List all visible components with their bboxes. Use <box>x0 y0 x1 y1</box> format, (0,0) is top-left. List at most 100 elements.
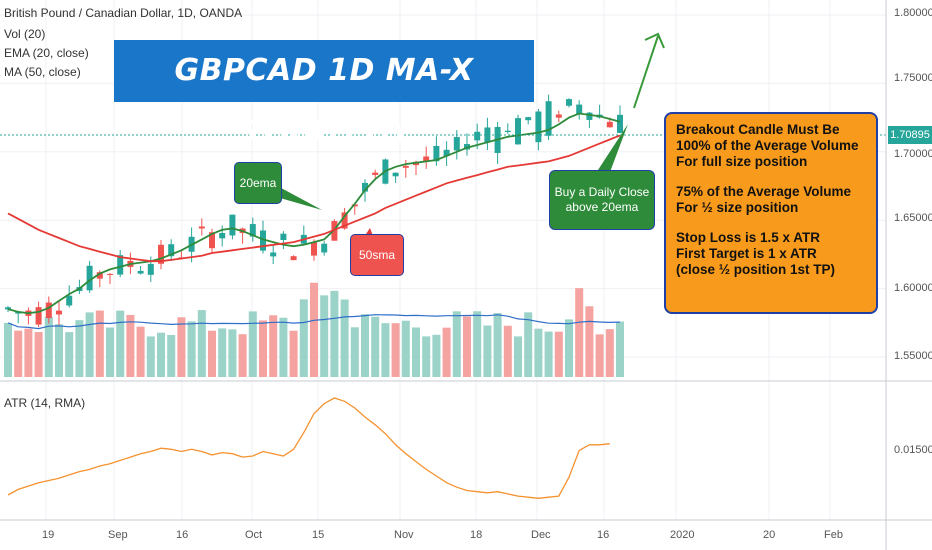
volume-bar <box>218 328 227 377</box>
up-arrow-annotation <box>633 32 665 109</box>
rule-line-8: (close ½ position 1st TP) <box>676 262 836 277</box>
time-tick: Oct <box>245 529 263 541</box>
volume-bar <box>534 328 543 377</box>
ema-callout-label: 20ema <box>239 176 277 190</box>
candle-body <box>158 244 164 264</box>
volume-bar <box>157 332 165 377</box>
volume-bar <box>116 310 125 377</box>
volume-bar <box>585 306 594 377</box>
candle-body <box>443 149 450 156</box>
candle-body <box>484 127 491 143</box>
atr-line <box>7 397 610 499</box>
volume-bar <box>95 310 104 377</box>
price-tick: 1.65000 <box>894 212 932 224</box>
volume-bar <box>524 312 533 377</box>
time-tick: 16 <box>176 529 189 541</box>
candle-body <box>423 156 430 162</box>
volume-bar <box>616 321 624 377</box>
volume-bar <box>371 316 380 377</box>
candle-body <box>5 307 11 310</box>
candle-body <box>555 114 562 118</box>
candle-body <box>362 182 368 192</box>
time-tick: 16 <box>597 529 610 541</box>
candle-body <box>209 232 215 249</box>
current-price-tag: 1.70895 <box>888 126 932 144</box>
candle-body <box>402 165 409 168</box>
price-tick: 1.60000 <box>894 282 932 294</box>
candle-body <box>35 307 42 325</box>
volume-bars <box>4 282 624 377</box>
rule-line-7: First Target is 1 x ATR <box>676 246 817 261</box>
volume-bar <box>452 311 461 377</box>
volume-bar <box>24 328 33 377</box>
volume-bar <box>177 317 186 377</box>
volume-bar <box>350 327 359 377</box>
volume-legend: Vol (20) <box>4 27 46 41</box>
time-tick: Dec <box>531 529 551 541</box>
volume-bar <box>493 313 502 377</box>
volume-bar <box>269 315 278 377</box>
candle-body <box>372 172 379 175</box>
volume-bar <box>85 312 94 377</box>
candle-body <box>576 104 583 114</box>
candle-body <box>351 204 358 207</box>
strategy-rules-box: Breakout Candle Must Be 100% of the Aver… <box>664 112 878 314</box>
volume-bar <box>106 327 114 377</box>
ema-callout: 20ema <box>234 162 282 204</box>
volume-bar <box>565 319 573 377</box>
candle-body <box>66 295 73 306</box>
candle-body <box>311 242 317 256</box>
time-tick: Nov <box>394 529 414 541</box>
ma-50-line <box>7 134 621 263</box>
volume-bar <box>238 334 247 377</box>
candle-body <box>219 232 226 239</box>
candle-body <box>86 265 93 291</box>
volume-bar <box>473 311 482 377</box>
candle-body <box>566 99 572 106</box>
buy-callout: Buy a Daily Close above 20ema <box>549 170 655 230</box>
candle-body <box>617 114 623 133</box>
volume-bar <box>463 316 471 377</box>
candle-body <box>229 214 236 236</box>
volume-bar <box>259 320 267 377</box>
candle-body <box>453 137 460 151</box>
volume-bar <box>299 299 308 377</box>
time-tick: 19 <box>42 529 55 541</box>
ema-legend: EMA (20, close) <box>4 46 89 60</box>
candle-body <box>586 112 593 120</box>
volume-bar <box>401 320 410 377</box>
sma-callout-label: 50sma <box>358 248 396 262</box>
candle-body <box>280 233 287 240</box>
volume-bar <box>442 327 451 377</box>
volume-bar <box>136 326 145 377</box>
candle-body <box>198 226 205 229</box>
buy-callout-pointer <box>598 124 628 172</box>
volume-bar <box>554 331 563 377</box>
candle-body <box>433 145 440 162</box>
volume-bar <box>483 325 492 377</box>
candle-body <box>392 172 399 177</box>
candle-body <box>474 131 481 141</box>
candle-body <box>525 117 532 121</box>
volume-bar <box>44 317 53 377</box>
sma-callout: 50sma <box>350 234 404 276</box>
volume-bar <box>310 282 318 377</box>
volume-bar <box>248 311 257 377</box>
volume-bar <box>605 329 614 377</box>
volume-bar <box>320 295 329 377</box>
rule-line-6: Stop Loss is 1.5 x ATR <box>676 230 821 245</box>
volume-bar <box>55 324 63 377</box>
volume-bar <box>228 329 237 377</box>
candle-body <box>606 121 613 128</box>
volume-bar <box>544 331 553 377</box>
candle-body <box>107 273 113 275</box>
candle-body <box>260 230 266 251</box>
candle-body <box>117 255 124 275</box>
volume-bar <box>575 288 584 377</box>
candle-body <box>249 224 256 237</box>
candle-body <box>137 270 144 274</box>
candle-body <box>290 256 297 261</box>
buy-callout-line2: above 20ema <box>565 200 639 214</box>
candle-body <box>341 212 348 229</box>
rule-line-2: 100% of the Average Volume <box>676 138 859 153</box>
